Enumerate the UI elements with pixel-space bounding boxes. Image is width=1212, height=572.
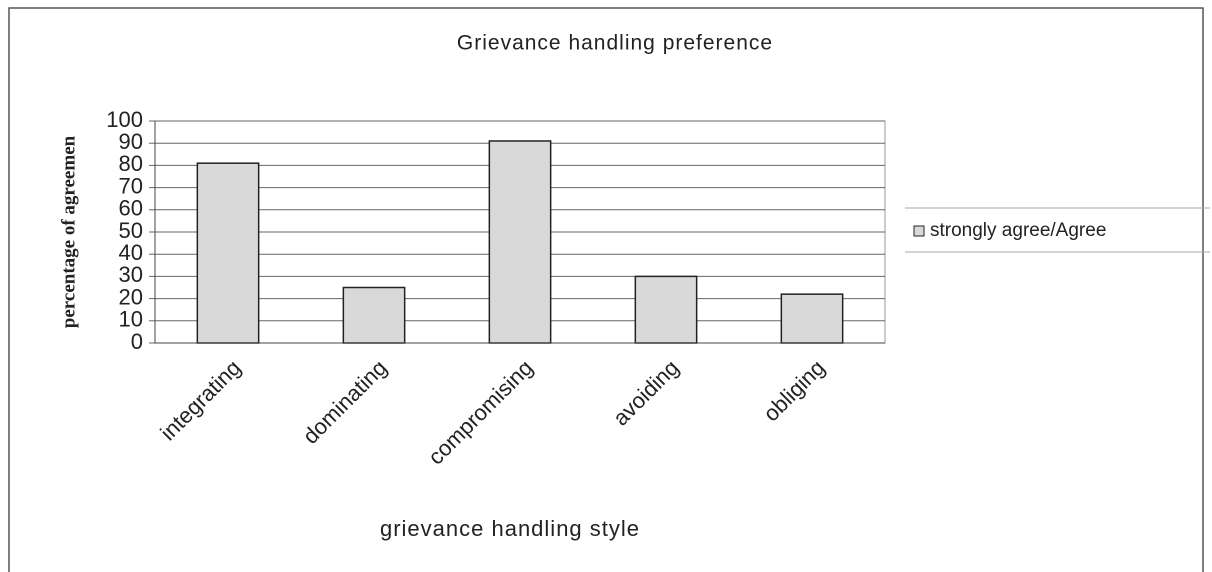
chart-title: Grievance handling preference [457, 32, 773, 55]
chart-border [8, 7, 1204, 572]
y-tick-label: 100 [106, 107, 143, 132]
y-tick-label: 80 [119, 151, 143, 176]
y-tick-label: 70 [119, 173, 143, 198]
y-tick-label: 40 [119, 240, 143, 265]
bar [196, 162, 260, 344]
x-tick-label: avoiding [608, 355, 684, 431]
y-axis-title: percentage of agreemen [58, 135, 79, 328]
x-tick-label: dominating [298, 355, 392, 449]
x-axis-title: grievance handling style [380, 516, 640, 541]
y-tick-label: 60 [119, 196, 143, 221]
bar [488, 140, 552, 344]
y-tick-label: 20 [119, 284, 143, 309]
bar [342, 286, 406, 344]
x-tick-label: obliging [758, 355, 829, 426]
legend-swatch [913, 225, 925, 237]
x-tick-label: compromising [423, 355, 538, 470]
y-tick-label: 50 [119, 218, 143, 243]
y-tick-label: 0 [131, 329, 143, 354]
bar [634, 275, 698, 344]
bar [780, 293, 844, 344]
legend-label: strongly agree/Agree [930, 220, 1106, 241]
y-tick-label: 10 [119, 307, 143, 332]
y-tick-label: 30 [119, 262, 143, 287]
y-tick-label: 90 [119, 129, 143, 154]
x-tick-label: integrating [155, 355, 245, 445]
